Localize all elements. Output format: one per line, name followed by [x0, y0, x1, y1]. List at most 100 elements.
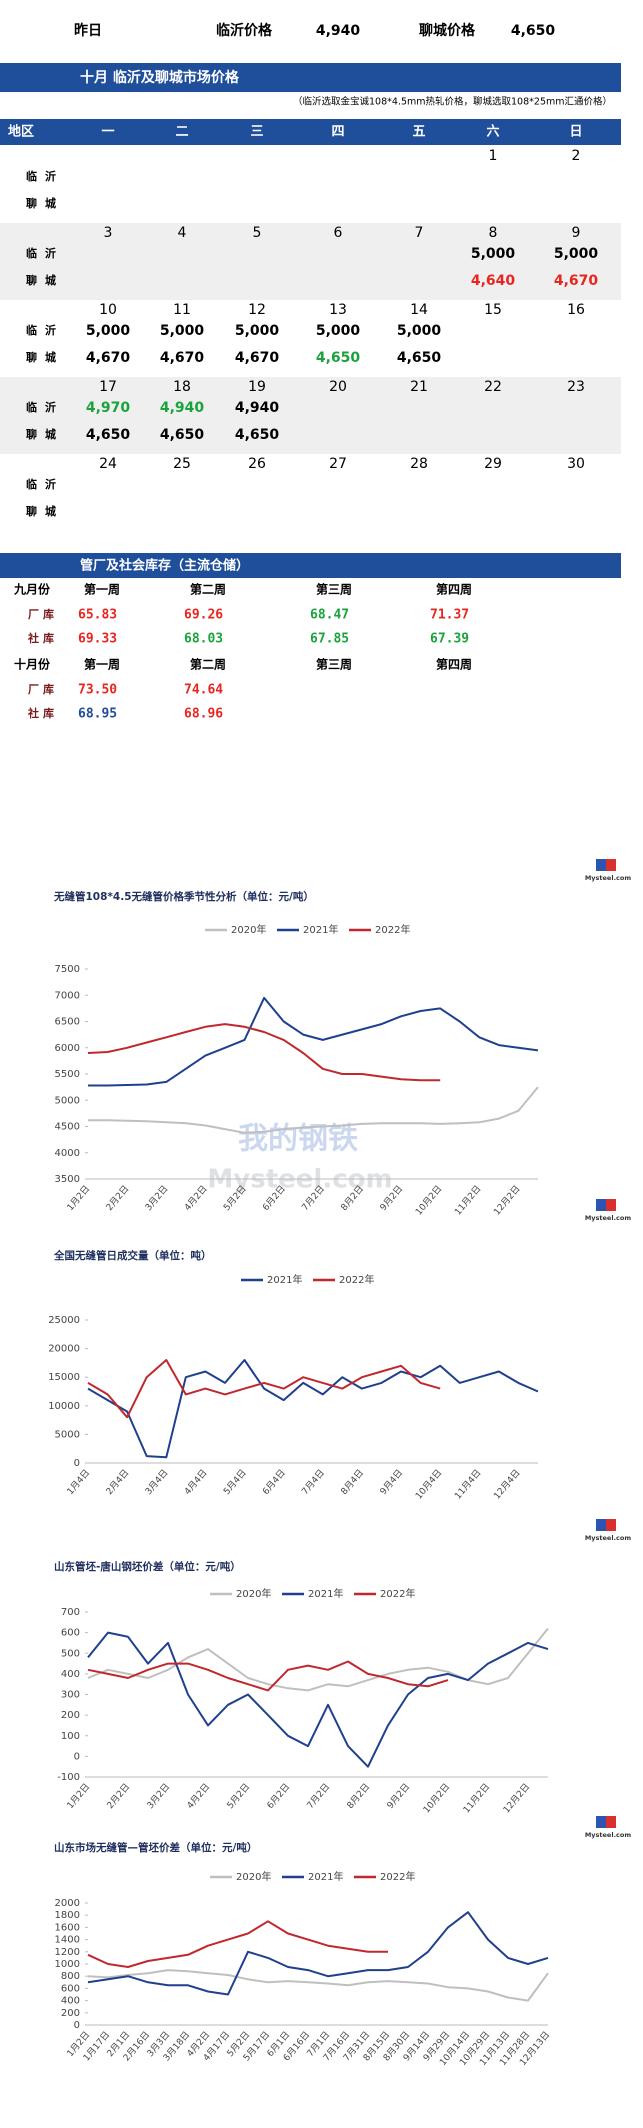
x-tick-label: 8月2日	[345, 1781, 372, 1811]
legend-label: 2021年	[303, 923, 338, 936]
legend-label: 2021年	[308, 1870, 343, 1883]
series-line	[87, 1627, 549, 1692]
x-tick-label: 3月2日	[145, 1781, 172, 1811]
x-tick-label: 10月2日	[421, 1781, 452, 1815]
logo-mark	[606, 859, 616, 871]
section-title: 管厂及社会库存（主流仓储）	[80, 558, 249, 574]
price-cell: 5,000	[397, 323, 442, 339]
x-tick-label: 1月4日	[65, 1467, 92, 1497]
stock-cell: 73.50	[78, 683, 117, 698]
week-header: 第三周	[316, 582, 352, 597]
legend-label: 2021年	[267, 1273, 302, 1286]
day-number: 12	[248, 302, 266, 318]
price-cell: 5,000	[471, 246, 516, 262]
legend-label: 2021年	[308, 1587, 343, 1600]
y-tick-label: 5000	[55, 1095, 80, 1106]
day-number: 13	[329, 302, 347, 318]
chart-title: 山东管坯-唐山钢坯价差（单位：元/吨）	[54, 1560, 241, 1573]
y-tick-label: 25000	[48, 1315, 80, 1326]
stock-cell: 74.64	[184, 683, 223, 698]
chart-title: 山东市场无缝管—管坯价差（单位：元/吨）	[54, 1841, 257, 1854]
price-cell: 5,000	[235, 323, 280, 339]
region-label: 临沂	[26, 246, 64, 260]
x-tick-label: 3月4日	[143, 1467, 170, 1497]
stock-cell: 69.26	[184, 608, 223, 623]
day-number: 22	[484, 379, 502, 395]
price-cell: 4,650	[235, 427, 280, 443]
column-header: 五	[412, 125, 425, 140]
x-tick-label: 1月2日	[65, 1183, 92, 1213]
y-tick-label: 4500	[55, 1122, 80, 1133]
row-label: 厂库	[28, 682, 58, 696]
calendar-header	[0, 119, 621, 145]
day-number: 16	[567, 302, 585, 318]
y-tick-label: 300	[61, 1690, 80, 1701]
x-tick-label: 2月4日	[104, 1467, 131, 1497]
day-number: 9	[572, 225, 581, 241]
day-number: 10	[99, 302, 117, 318]
region-label: 聊城	[26, 196, 64, 210]
week-header: 第二周	[190, 657, 226, 672]
y-tick-label: 0	[74, 1458, 80, 1469]
x-tick-label: 9月4日	[378, 1467, 405, 1497]
legend-label: 2020年	[236, 1587, 271, 1600]
region-label: 临沂	[26, 323, 64, 337]
price-cell: 4,670	[235, 350, 280, 366]
price-cell: 5,000	[86, 323, 131, 339]
day-number: 24	[99, 456, 117, 472]
day-number: 3	[104, 225, 113, 241]
stock-cell: 67.39	[430, 632, 469, 647]
x-tick-label: 12月4日	[492, 1467, 523, 1501]
x-tick-label: 12月2日	[501, 1781, 532, 1815]
day-number: 30	[567, 456, 585, 472]
logo-mark	[596, 1519, 606, 1531]
logo-mark	[606, 1199, 616, 1211]
y-tick-label: 20000	[48, 1344, 80, 1355]
series-line	[87, 1359, 441, 1419]
series-line	[87, 1359, 539, 1459]
week-band	[0, 223, 621, 300]
row-label: 社库	[27, 706, 58, 720]
day-number: 25	[173, 456, 191, 472]
price-cell: 4,640	[471, 273, 516, 289]
week-header: 第四周	[436, 582, 472, 597]
x-tick-label: 5月4日	[221, 1467, 248, 1497]
week-header: 第一周	[84, 582, 120, 597]
x-tick-label: 3月2日	[143, 1183, 170, 1213]
x-tick-label: 12月2日	[492, 1183, 523, 1217]
series-line	[87, 1969, 549, 2002]
logo-mark	[596, 1816, 606, 1828]
day-number: 8	[489, 225, 498, 241]
row-label: 厂库	[28, 607, 58, 621]
x-tick-label: 1月2日	[65, 1781, 92, 1811]
header-cell: 4,940	[316, 23, 361, 39]
x-tick-label: 10月2日	[413, 1183, 444, 1217]
series-line	[87, 1920, 388, 1968]
x-tick-label: 6月4日	[261, 1467, 288, 1497]
section-title: 十月 临沂及聊城市场价格	[80, 69, 240, 86]
series-line	[87, 1023, 441, 1082]
x-tick-label: 10月4日	[413, 1467, 444, 1501]
price-cell: 4,670	[86, 350, 131, 366]
day-number: 27	[329, 456, 347, 472]
y-tick-label: 4000	[55, 1148, 80, 1159]
region-label: 聊城	[26, 504, 64, 518]
stock-cell: 67.85	[310, 632, 349, 647]
logo-text: Mysteel.com	[585, 1214, 632, 1222]
price-cell: 4,650	[397, 350, 442, 366]
x-tick-label: 11月2日	[452, 1183, 483, 1217]
column-header: 地区	[8, 124, 34, 140]
y-tick-label: 1000	[55, 1959, 80, 1970]
y-tick-label: 400	[61, 1669, 80, 1680]
y-tick-label: 15000	[48, 1372, 80, 1383]
y-tick-label: 400	[61, 1996, 80, 2007]
row-label: 社库	[27, 631, 58, 645]
logo-text: Mysteel.com	[585, 874, 632, 882]
x-tick-label: 7月2日	[305, 1781, 332, 1811]
day-number: 26	[248, 456, 266, 472]
price-cell: 5,000	[160, 323, 205, 339]
day-number: 19	[248, 379, 266, 395]
series-line	[88, 996, 539, 1087]
note: （临沂选取金宝诚108*4.5mm热轧价格，聊城选取108*25mm汇通价格）	[293, 96, 612, 108]
